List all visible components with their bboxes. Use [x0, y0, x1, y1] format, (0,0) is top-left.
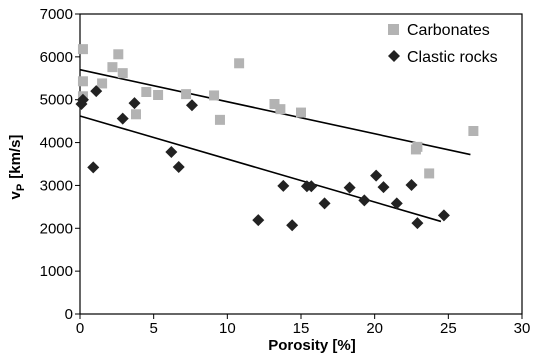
data-points — [75, 44, 479, 232]
point-carbonates — [117, 68, 128, 79]
legend-marker-carbonates — [388, 24, 399, 35]
point-clastic-rocks — [185, 99, 198, 112]
x-axis-title: Porosity [%] — [268, 337, 356, 354]
point-carbonates — [424, 168, 435, 179]
point-carbonates — [412, 141, 423, 152]
point-clastic-rocks — [286, 219, 299, 232]
trend-line-carbonates — [79, 68, 471, 156]
point-clastic-rocks — [172, 161, 185, 173]
y-axis-title-sub: P — [15, 184, 27, 191]
point-clastic-rocks — [377, 181, 390, 194]
point-carbonates — [214, 114, 225, 125]
point-clastic-rocks — [411, 217, 424, 230]
point-clastic-rocks — [277, 179, 290, 192]
x-tick-label: 0 — [76, 320, 84, 337]
point-carbonates — [97, 78, 108, 89]
y-tick-label: 3000 — [40, 177, 73, 194]
x-tick-label: 20 — [366, 320, 383, 337]
point-clastic-rocks — [76, 93, 89, 106]
point-carbonates — [153, 90, 164, 100]
x-tick-label: 30 — [514, 320, 531, 337]
x-tick-label: 5 — [149, 320, 157, 337]
y-tick-label: 6000 — [40, 49, 73, 66]
y-axis-title: vP [km/s] — [7, 135, 27, 200]
point-clastic-rocks — [128, 97, 141, 110]
point-clastic-rocks — [405, 179, 418, 191]
point-carbonates — [234, 58, 245, 69]
point-clastic-rocks — [165, 146, 178, 158]
point-clastic-rocks — [116, 112, 129, 125]
legend-label-carbonates: Carbonates — [407, 22, 490, 39]
legend-marker-clastic-rocks — [388, 50, 400, 62]
y-tick-label: 2000 — [40, 220, 73, 237]
trend-lines — [79, 68, 471, 223]
axis-ticks: 0 5 10 15 20 25 30 0 1000 2000 3000 4000 5000 6000 700… — [40, 6, 531, 337]
point-clastic-rocks — [305, 180, 318, 193]
point-clastic-rocks — [87, 161, 100, 174]
y-axis-title-main: v — [7, 190, 24, 199]
point-clastic-rocks — [390, 197, 403, 210]
y-tick-label: 1000 — [40, 263, 73, 280]
point-carbonates — [77, 76, 88, 87]
point-carbonates — [181, 89, 192, 100]
x-tick-label: 15 — [293, 320, 310, 337]
point-clastic-rocks — [437, 209, 450, 222]
y-tick-label: 5000 — [40, 92, 73, 109]
point-clastic-rocks — [370, 169, 383, 182]
point-carbonates — [468, 126, 479, 136]
x-tick-label: 25 — [440, 320, 457, 337]
point-clastic-rocks — [318, 197, 331, 210]
trend-line-clastic-rocks — [79, 115, 442, 223]
point-carbonates — [130, 109, 141, 120]
point-carbonates — [77, 44, 88, 55]
point-carbonates — [107, 62, 118, 73]
legend-label-clastic-rocks: Clastic rocks — [407, 49, 498, 66]
point-carbonates — [296, 107, 306, 118]
point-carbonates — [275, 104, 286, 115]
point-clastic-rocks — [90, 85, 103, 98]
point-carbonates — [209, 90, 220, 101]
point-clastic-rocks — [358, 194, 371, 207]
point-clastic-rocks — [343, 181, 356, 194]
y-tick-label: 0 — [65, 306, 73, 323]
point-carbonates — [113, 49, 124, 60]
point-carbonates — [269, 99, 280, 109]
legend: Carbonates Clastic rocks — [388, 22, 498, 66]
y-axis-title-unit: [km/s] — [7, 135, 24, 179]
y-tick-label: 7000 — [40, 6, 73, 23]
point-clastic-rocks — [252, 214, 265, 227]
point-carbonates — [141, 87, 152, 97]
y-tick-label: 4000 — [40, 135, 73, 152]
x-tick-label: 10 — [219, 320, 236, 337]
